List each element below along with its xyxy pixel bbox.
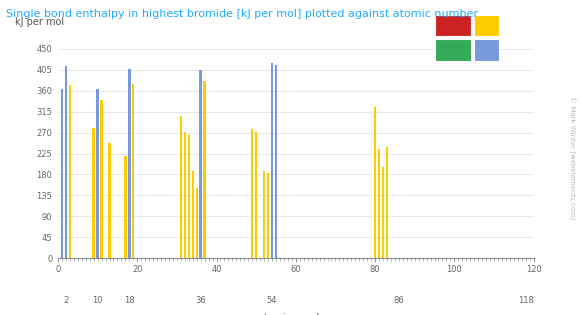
Bar bbox=[180, 116, 182, 258]
X-axis label: atomic number: atomic number bbox=[259, 313, 333, 315]
Text: kJ per mol: kJ per mol bbox=[15, 17, 64, 27]
Bar bbox=[378, 149, 380, 258]
Bar bbox=[65, 66, 67, 258]
Bar bbox=[435, 15, 471, 36]
Bar bbox=[255, 132, 258, 258]
Bar bbox=[435, 39, 471, 60]
Text: © Mark Winter (webelements.com): © Mark Winter (webelements.com) bbox=[568, 96, 575, 219]
Bar bbox=[191, 171, 194, 258]
Bar bbox=[204, 81, 206, 258]
Bar bbox=[128, 69, 130, 258]
Bar bbox=[195, 187, 198, 258]
Text: Single bond enthalpy in highest bromide [kJ per mol] plotted against atomic numb: Single bond enthalpy in highest bromide … bbox=[6, 9, 478, 20]
Bar bbox=[251, 129, 253, 258]
Bar bbox=[200, 70, 202, 258]
Bar bbox=[374, 107, 376, 258]
Bar bbox=[124, 156, 126, 258]
Bar bbox=[184, 132, 186, 258]
Bar bbox=[92, 128, 95, 258]
Bar bbox=[187, 135, 190, 258]
Bar bbox=[271, 63, 273, 258]
Bar bbox=[382, 168, 384, 258]
Bar bbox=[61, 89, 63, 258]
Bar bbox=[68, 85, 71, 258]
Bar bbox=[263, 171, 265, 258]
Bar bbox=[108, 143, 111, 258]
Bar bbox=[96, 89, 99, 258]
Bar bbox=[267, 173, 269, 258]
Bar bbox=[275, 65, 277, 258]
Bar bbox=[100, 100, 103, 258]
Bar bbox=[132, 84, 135, 258]
Bar bbox=[474, 39, 499, 60]
Bar bbox=[474, 15, 499, 36]
Bar bbox=[386, 147, 388, 258]
